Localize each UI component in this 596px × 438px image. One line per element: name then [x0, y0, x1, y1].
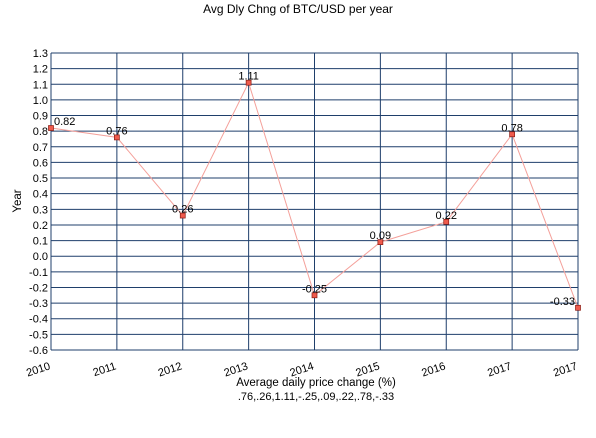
data-point [114, 134, 120, 141]
data-label: -0.33 [550, 296, 575, 308]
data-label: 0.09 [370, 230, 391, 242]
data-point [377, 239, 384, 245]
y-tick-label: 0.7 [33, 142, 48, 154]
data-label: 1.11 [238, 71, 259, 83]
chart-title: Avg Dly Chng of BTC/USD per year [203, 2, 393, 16]
chart-footnote: .76,.26,1.11,-.25,.09,.22,.78,-.33 [238, 391, 394, 403]
y-tick-label: -0.2 [29, 282, 48, 294]
data-markers [48, 79, 581, 311]
x-tick-label: 2017 [552, 360, 579, 379]
data-label: 0.82 [54, 116, 75, 128]
data-label: 0.26 [172, 204, 193, 216]
data-labels: 0.82 0.76 0.26 1.11 -0.25 0.09 0.22 0.78 -0.33 [54, 71, 575, 308]
x-tick-label: 2010 [25, 360, 52, 379]
data-point [443, 218, 450, 225]
x-tick-label: 2017 [486, 360, 513, 379]
y-tick-label: 1.3 [33, 48, 48, 60]
y-axis-ticks: 1.3 1.2 1.1 1.0 0.9 0.8 0.7 0.6 0.5 0.4 0.3 0.2 0.1 0… [29, 48, 48, 357]
y-tick-label: -0.6 [29, 345, 48, 357]
data-point [48, 125, 54, 131]
data-point [179, 212, 186, 219]
y-tick-label: 0.6 [33, 157, 48, 169]
y-tick-label: 1.0 [33, 95, 48, 107]
y-tick-label: 0.3 [33, 204, 48, 216]
y-tick-label: 0.2 [33, 220, 48, 232]
y-tick-label: 0.4 [33, 189, 48, 201]
y-tick-label: 0.5 [33, 173, 48, 185]
x-axis-title: Average daily price change (%) [236, 377, 396, 389]
y-axis-title: Year [12, 189, 24, 212]
x-tick-label: 2011 [92, 360, 118, 379]
y-tick-label: -0.3 [29, 298, 48, 310]
y-tick-label: 0.1 [33, 236, 48, 248]
data-point [509, 131, 515, 138]
grid [50, 52, 579, 351]
data-point [245, 79, 252, 86]
data-point [311, 292, 318, 299]
y-tick-label: -0.4 [29, 314, 48, 326]
data-label: 0.78 [501, 122, 522, 134]
data-point [575, 304, 581, 311]
y-tick-label: -0.5 [29, 329, 48, 341]
y-tick-label: 0.0 [33, 251, 48, 263]
y-tick-label: 1.2 [33, 64, 48, 76]
x-tick-label: 2016 [420, 360, 447, 379]
y-tick-label: -0.1 [29, 267, 48, 279]
data-label: -0.25 [302, 283, 327, 295]
y-tick-label: 0.9 [33, 111, 48, 123]
y-tick-label: 1.1 [33, 79, 48, 91]
data-label: 0.22 [436, 210, 457, 222]
y-tick-label: 0.8 [33, 126, 48, 138]
data-label: 0.76 [106, 125, 127, 137]
x-tick-label: 2012 [157, 360, 184, 379]
